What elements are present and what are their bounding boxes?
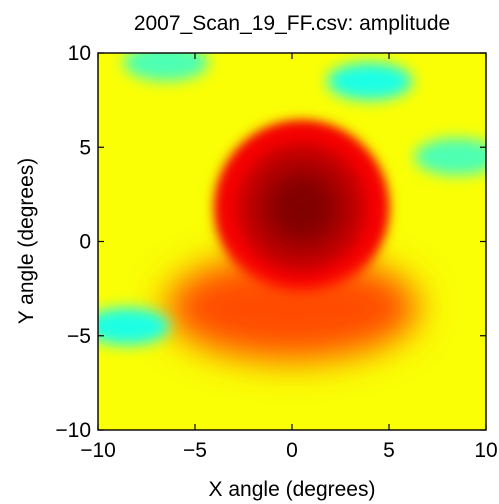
x-axis: −10 −5 0 5 10 (80, 53, 498, 462)
x-tick-label: 0 (286, 439, 298, 462)
x-tick-label: 5 (383, 439, 395, 462)
heatmap-plot-area (98, 53, 486, 430)
chart-title: 2007_Scan_19_FF.csv: amplitude (134, 12, 450, 35)
x-tick-label: 10 (474, 439, 497, 462)
y-tick-label: −5 (67, 325, 91, 348)
main-lobe-level (283, 189, 320, 226)
shoulder-lobe (165, 254, 419, 361)
amplitude-minimum (123, 53, 209, 82)
y-tick-label: 10 (68, 42, 91, 65)
y-tick-label: 5 (79, 136, 91, 159)
y-tick-label: −10 (55, 419, 91, 442)
amplitude-minimum (326, 62, 413, 101)
main-lobe-core (220, 126, 384, 290)
amplitude-minimum (414, 137, 486, 176)
y-axis: −10 −5 0 5 10 (55, 42, 486, 442)
amplitude-minimum (98, 307, 170, 346)
x-tick-label: −10 (80, 439, 116, 462)
x-axis-label: X angle (degrees) (209, 478, 376, 501)
y-tick-label: 0 (79, 231, 91, 254)
x-tick-label: −5 (183, 439, 207, 462)
y-axis-label: Y angle (degrees) (15, 158, 38, 325)
